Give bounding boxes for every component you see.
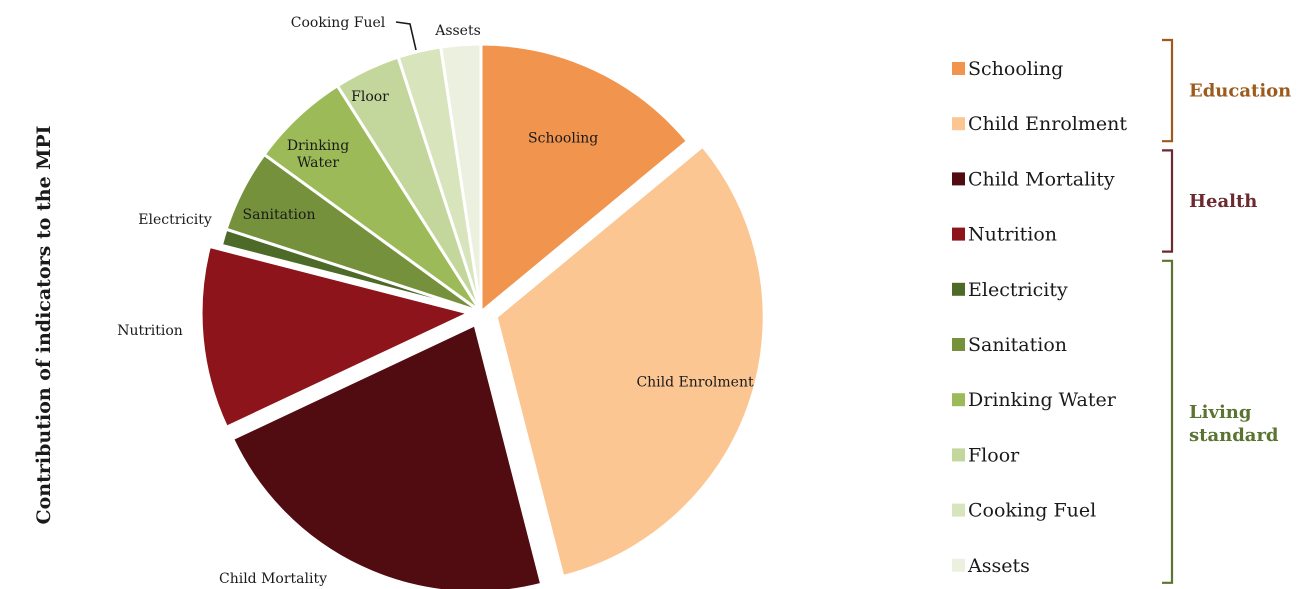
legend-item-nutrition: Nutrition (952, 224, 1057, 246)
slice-label-child-mortality: Child Mortality (219, 571, 327, 587)
slice-label-assets: Assets (434, 23, 481, 39)
legend-item-cooking-fuel: Cooking Fuel (952, 500, 1096, 522)
legend-label-electricity: Electricity (968, 279, 1068, 301)
pie-slices (199, 42, 766, 589)
legend-label-cooking-fuel: Cooking Fuel (968, 500, 1096, 522)
slice-label-nutrition: Nutrition (117, 323, 183, 339)
slice-label-cooking-fuel: Cooking Fuel (291, 15, 386, 31)
legend-item-child-enrolment: Child Enrolment (952, 113, 1127, 135)
y-axis-title: Contribution of indicators to the MPI (33, 125, 55, 524)
legend-label-sanitation: Sanitation (968, 334, 1067, 356)
legend-swatch-child-enrolment (952, 117, 965, 131)
legend-item-child-mortality: Child Mortality (952, 168, 1115, 190)
pie-slice-schooling (479, 42, 690, 316)
pie-slice-child-mortality (230, 322, 544, 589)
leader-line-cooking-fuel (395, 21, 417, 51)
group-label-living-standard: Living standard (1189, 402, 1279, 446)
pie-slice-assets (439, 42, 483, 313)
legend-label-child-mortality: Child Mortality (968, 168, 1115, 190)
slice-label-electricity: Electricity (138, 212, 212, 228)
legend-item-electricity: Electricity (952, 279, 1068, 301)
legend-swatch-floor (952, 448, 965, 462)
legend-swatch-cooking-fuel (952, 503, 965, 517)
bracket-living-standard (1162, 259, 1174, 584)
legend-label-child-enrolment: Child Enrolment (968, 113, 1127, 135)
legend-item-sanitation: Sanitation (952, 334, 1067, 356)
legend-label-drinking-water: Drinking Water (968, 389, 1117, 411)
legend-label-nutrition: Nutrition (968, 224, 1057, 246)
legend-item-drinking-water: Drinking Water (952, 389, 1117, 411)
legend-swatch-assets (952, 558, 965, 572)
legend-groups: Education Health Living standard (1162, 38, 1291, 584)
legend-item-floor: Floor (952, 444, 1020, 466)
legend-swatch-child-mortality (952, 172, 965, 186)
legend-swatch-drinking-water (952, 393, 965, 407)
legend-label-schooling: Schooling (968, 58, 1063, 80)
slice-label-schooling: Schooling (528, 130, 598, 146)
legend-label-floor: Floor (968, 444, 1020, 466)
legend: Schooling Child Enrolment Child Mortality N… (952, 58, 1127, 577)
pie-slice-nutrition (199, 244, 474, 430)
legend-swatch-nutrition (952, 227, 965, 241)
legend-item-schooling: Schooling (952, 58, 1063, 80)
legend-item-assets: Assets (952, 555, 1030, 577)
pie-slice-labels: Schooling Child Enrolment Child Mortality N… (117, 15, 754, 587)
legend-label-assets: Assets (967, 555, 1030, 577)
legend-swatch-schooling (952, 62, 965, 75)
bracket-health (1162, 149, 1174, 253)
pie-slice-child-enrolment (494, 144, 766, 579)
legend-swatch-sanitation (952, 338, 965, 351)
slice-label-child-enrolment: Child Enrolment (636, 375, 754, 391)
group-label-education: Education (1189, 81, 1291, 102)
bracket-education (1162, 38, 1174, 143)
legend-swatch-electricity (952, 282, 965, 296)
slice-label-floor: Floor (351, 89, 389, 105)
group-label-health: Health (1189, 191, 1257, 212)
slice-label-drinking-water: Drinking Water (287, 138, 349, 171)
slice-label-sanitation: Sanitation (243, 207, 316, 223)
